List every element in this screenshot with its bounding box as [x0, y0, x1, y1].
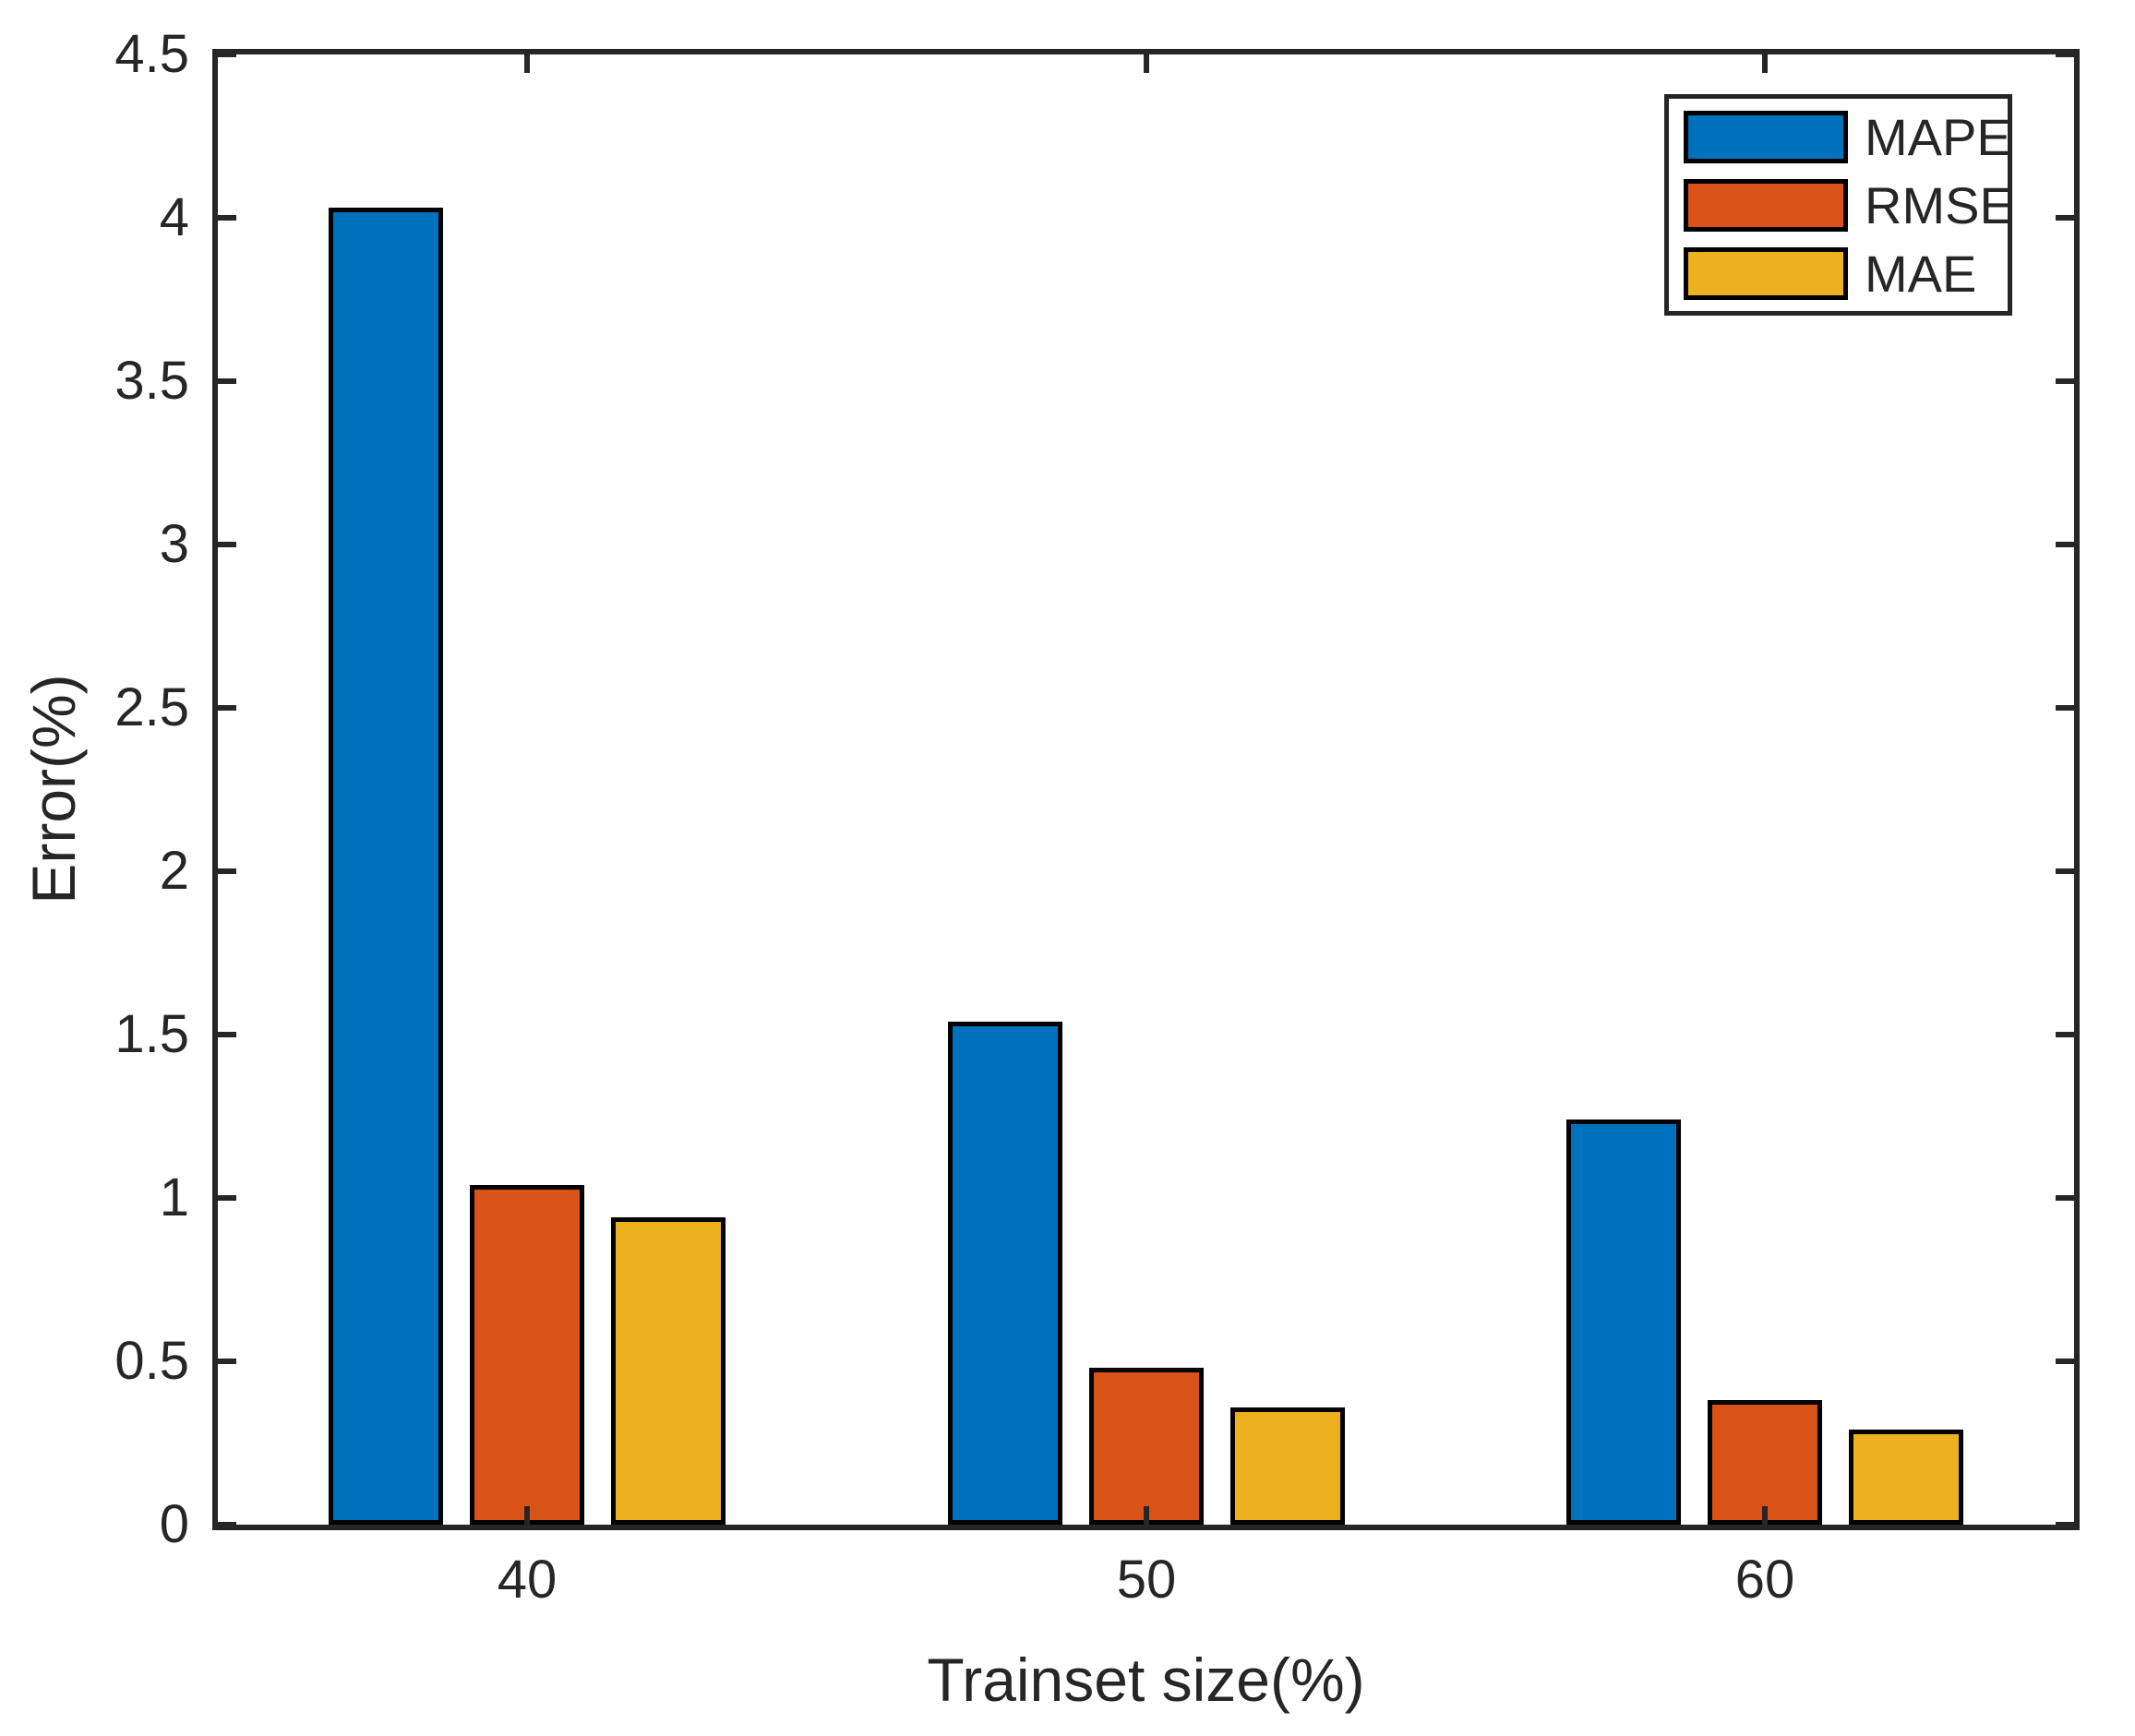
- y-tick-right-1.5: [2056, 1032, 2074, 1037]
- y-tick-label-3: 3: [159, 514, 189, 574]
- y-tick-right-4.5: [2056, 52, 2074, 57]
- y-tick-right-0: [2056, 1522, 2074, 1527]
- x-tick-label-60: 60: [1734, 1550, 1795, 1610]
- x-axis-label: Trainset size(%): [927, 1646, 1365, 1714]
- legend-label-mape: MAPE: [1865, 107, 2011, 166]
- legend: MAPE RMSE MAE: [1664, 94, 2014, 316]
- y-tick-left-4.5: [218, 52, 236, 57]
- y-tick-right-3.5: [2056, 378, 2074, 384]
- bar-rmse-50: [1089, 1368, 1204, 1525]
- bar-rmse-60: [1708, 1400, 1822, 1525]
- legend-label-mae: MAE: [1865, 244, 1977, 303]
- y-tick-label-4: 4: [159, 187, 189, 247]
- y-tick-right-4: [2056, 215, 2074, 221]
- y-tick-left-3: [218, 542, 236, 547]
- x-tick-top-50: [1144, 54, 1149, 73]
- legend-swatch-rmse: [1684, 178, 1848, 232]
- x-tick-bottom-60: [1762, 1506, 1768, 1525]
- bar-mae-40: [611, 1217, 726, 1525]
- y-tick-label-1.5: 1.5: [114, 1004, 189, 1064]
- bar-mae-50: [1230, 1407, 1345, 1525]
- x-tick-bottom-50: [1144, 1506, 1149, 1525]
- y-tick-label-0.5: 0.5: [114, 1331, 189, 1391]
- x-tick-label-50: 50: [1116, 1550, 1177, 1610]
- legend-entry-mape: MAPE: [1684, 110, 2011, 163]
- y-tick-label-3.5: 3.5: [114, 351, 189, 411]
- y-tick-left-1.5: [218, 1032, 236, 1037]
- legend-swatch-mape: [1684, 110, 1848, 163]
- legend-entry-mae: MAE: [1684, 244, 1993, 303]
- x-tick-top-60: [1762, 54, 1768, 73]
- y-tick-label-0: 0: [159, 1494, 189, 1554]
- y-tick-left-3.5: [218, 378, 236, 384]
- y-tick-label-2.5: 2.5: [114, 677, 189, 737]
- y-tick-left-2: [218, 868, 236, 874]
- legend-entry-rmse: RMSE: [1684, 178, 2014, 232]
- bar-mape-60: [1566, 1119, 1681, 1525]
- y-tick-label-1: 1: [159, 1167, 189, 1227]
- bar-rmse-40: [470, 1185, 584, 1525]
- y-tick-right-0.5: [2056, 1359, 2074, 1364]
- y-tick-left-1: [218, 1195, 236, 1201]
- y-tick-right-2.5: [2056, 705, 2074, 711]
- y-tick-left-0.5: [218, 1359, 236, 1364]
- bar-mape-50: [948, 1022, 1062, 1525]
- y-tick-right-3: [2056, 542, 2074, 547]
- y-tick-label-4.5: 4.5: [114, 24, 189, 84]
- legend-label-rmse: RMSE: [1865, 175, 2014, 234]
- y-tick-label-2: 2: [159, 841, 189, 901]
- x-tick-bottom-40: [524, 1506, 530, 1525]
- x-tick-label-40: 40: [497, 1550, 558, 1610]
- y-tick-right-1: [2056, 1195, 2074, 1201]
- bar-mape-40: [329, 208, 443, 1525]
- y-tick-left-0: [218, 1522, 236, 1527]
- y-tick-right-2: [2056, 868, 2074, 874]
- x-tick-top-40: [524, 54, 530, 73]
- legend-swatch-mae: [1684, 246, 1848, 300]
- y-tick-left-4: [218, 215, 236, 221]
- bar-mae-60: [1849, 1430, 1963, 1525]
- y-tick-left-2.5: [218, 705, 236, 711]
